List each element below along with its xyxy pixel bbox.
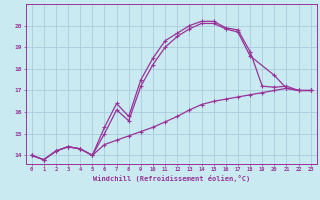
- X-axis label: Windchill (Refroidissement éolien,°C): Windchill (Refroidissement éolien,°C): [92, 175, 250, 182]
